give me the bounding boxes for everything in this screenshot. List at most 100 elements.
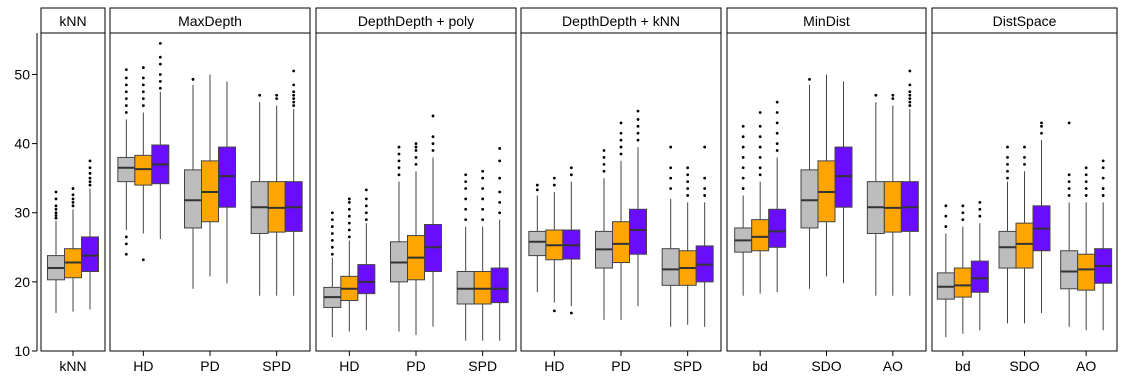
x-tick-label: HD: [544, 358, 564, 374]
box: [1015, 222, 1034, 269]
outlier-point: [775, 121, 779, 125]
x-tick-label: HD: [339, 358, 359, 374]
outlier-point: [669, 145, 673, 149]
outlier-point: [258, 93, 262, 97]
outlier-point: [1101, 166, 1105, 170]
outlier-point: [1101, 187, 1105, 190]
outlier-point: [124, 76, 128, 80]
outlier-point: [54, 197, 58, 201]
outlier-point: [569, 311, 573, 315]
x-tick-label: PD: [406, 358, 425, 374]
outlier-point: [275, 97, 279, 101]
outlier-point: [602, 169, 606, 173]
outlier-point: [124, 90, 128, 94]
outlier-point: [703, 176, 707, 180]
outlier-point: [741, 135, 745, 139]
outlier-point: [414, 142, 418, 146]
outlier-point: [54, 204, 58, 208]
panel-strip: [109, 7, 311, 34]
outlier-point: [330, 218, 334, 222]
outlier-point: [775, 142, 779, 146]
outlier-point: [464, 207, 468, 211]
outlier-point: [619, 145, 623, 149]
outlier-point: [397, 159, 401, 163]
outlier-point: [464, 180, 468, 184]
outlier-point: [1101, 194, 1105, 197]
x-tick-label: SPD: [262, 358, 291, 374]
outlier-point: [758, 145, 762, 149]
x-tick-label: bd: [955, 358, 971, 374]
x-tick-label: kNN: [59, 358, 86, 374]
outlier-point: [703, 194, 707, 197]
outlier-point: [636, 109, 640, 113]
outlier-point: [397, 173, 401, 177]
outlier-point: [88, 171, 92, 175]
outlier-point: [1040, 131, 1043, 135]
outlier-point: [535, 188, 539, 192]
outlier-point: [686, 166, 690, 170]
box: [473, 271, 492, 305]
outlier-point: [330, 252, 334, 256]
outlier-point: [397, 152, 401, 156]
outlier-point: [124, 97, 128, 101]
panel-title: kNN: [59, 13, 86, 29]
outlier-point: [347, 228, 351, 232]
outlier-point: [364, 218, 368, 222]
outlier-point: [535, 183, 539, 187]
outlier-point: [54, 211, 58, 215]
outlier-point: [414, 145, 418, 149]
outlier-point: [1040, 121, 1043, 125]
outlier-point: [686, 194, 690, 197]
outlier-point: [347, 214, 351, 218]
box: [800, 169, 819, 229]
outlier-point: [481, 187, 485, 190]
outlier-point: [292, 90, 296, 94]
box: [456, 271, 475, 305]
outlier-point: [1067, 187, 1071, 190]
outlier-point: [741, 166, 745, 170]
outlier-point: [498, 147, 502, 150]
panel-strip: [315, 7, 517, 34]
outlier-point: [141, 83, 145, 87]
outlier-point: [552, 309, 556, 313]
outlier-point: [330, 225, 334, 228]
box: [1077, 253, 1096, 291]
x-tick-label: SDO: [811, 358, 841, 374]
panel-title: MinDist: [803, 13, 850, 29]
box: [970, 260, 989, 293]
y-tick-label: 50: [14, 66, 30, 82]
outlier-point: [758, 124, 762, 128]
outlier-point: [619, 121, 623, 125]
outlier-point: [124, 252, 128, 256]
outlier-point: [292, 100, 296, 104]
outlier-point: [498, 159, 502, 163]
box: [490, 267, 509, 304]
outlier-point: [669, 187, 673, 190]
outlier-point: [961, 204, 965, 208]
outlier-point: [498, 211, 502, 215]
outlier-point: [1040, 124, 1043, 128]
outlier-point: [158, 86, 162, 90]
outlier-point: [141, 90, 145, 94]
x-tick-label: SPD: [673, 358, 702, 374]
outlier-point: [1006, 156, 1009, 159]
panel-strip: [520, 7, 722, 34]
outlier-point: [141, 258, 145, 262]
outlier-point: [569, 166, 573, 170]
box: [267, 181, 286, 233]
outlier-point: [54, 207, 58, 211]
outlier-point: [619, 138, 623, 142]
outlier-point: [464, 187, 468, 190]
outlier-point: [569, 173, 573, 177]
outlier-point: [1084, 187, 1088, 190]
outlier-point: [908, 97, 912, 101]
outlier-point: [158, 79, 162, 83]
outlier-point: [686, 173, 690, 177]
outlier-point: [602, 156, 606, 159]
outlier-point: [1006, 176, 1009, 180]
outlier-point: [124, 104, 128, 107]
outlier-point: [158, 55, 162, 59]
x-tick-label: HD: [133, 358, 153, 374]
x-tick-label: AO: [883, 358, 903, 374]
panel-title: DepthDepth + kNN: [562, 13, 680, 29]
